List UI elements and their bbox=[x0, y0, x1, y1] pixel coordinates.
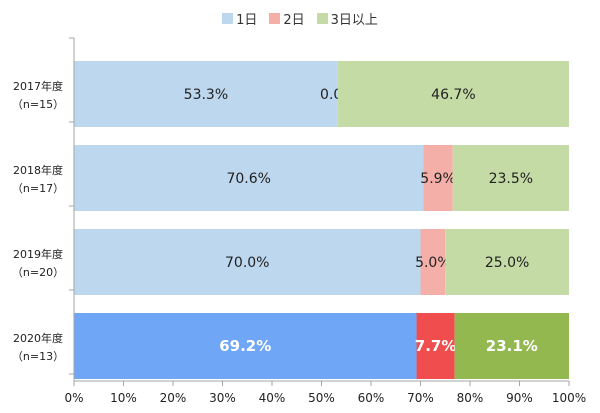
legend-item: 3日以上 bbox=[316, 9, 378, 28]
bar-segment bbox=[74, 229, 421, 295]
bar-segment bbox=[423, 145, 453, 211]
data-label: 70.0% bbox=[225, 255, 269, 271]
x-tick-label: 50% bbox=[308, 391, 335, 405]
bar-segment bbox=[452, 145, 569, 211]
data-label: 70.6% bbox=[226, 171, 270, 187]
legend-swatch bbox=[316, 13, 328, 24]
x-tick-label: 90% bbox=[506, 391, 533, 405]
category-label: （n=13） bbox=[12, 350, 64, 363]
bar-segment bbox=[416, 313, 455, 379]
x-tick-label: 100% bbox=[552, 391, 586, 405]
legend-label: 2日 bbox=[283, 13, 305, 28]
x-tick-label: 60% bbox=[358, 391, 385, 405]
category-label: 2019年度 bbox=[13, 247, 63, 261]
data-label: 23.5% bbox=[489, 171, 533, 187]
legend: 1日 2日 3日以上 bbox=[0, 9, 600, 28]
bar-segment bbox=[337, 61, 569, 127]
legend-item: 2日 bbox=[269, 9, 305, 28]
legend-label: 1日 bbox=[236, 13, 258, 28]
category-label: （n=15） bbox=[12, 98, 64, 111]
x-tick-label: 80% bbox=[457, 391, 484, 405]
bar-segment bbox=[74, 313, 417, 379]
data-label: 23.1% bbox=[486, 337, 538, 355]
x-tick-label: 70% bbox=[407, 391, 434, 405]
legend-item: 1日 bbox=[222, 9, 257, 28]
data-label: 69.2% bbox=[219, 337, 271, 355]
bar-segment bbox=[454, 313, 569, 379]
legend-label: 3日以上 bbox=[330, 13, 378, 28]
bar-segment bbox=[74, 61, 338, 127]
x-tick-label: 10% bbox=[110, 391, 137, 405]
category-label: 2018年度 bbox=[13, 163, 63, 177]
category-label: （n=17） bbox=[12, 182, 64, 195]
data-label: 5.9% bbox=[420, 171, 456, 187]
bar-segment bbox=[74, 145, 424, 211]
x-tick-label: 30% bbox=[209, 391, 236, 405]
data-label: 46.7% bbox=[431, 87, 475, 103]
data-label: 7.7% bbox=[415, 337, 457, 355]
x-tick-label: 40% bbox=[259, 391, 286, 405]
data-label: 25.0% bbox=[485, 255, 529, 271]
category-label: 2020年度 bbox=[13, 331, 63, 345]
data-label: 5.0% bbox=[415, 255, 451, 271]
x-tick-label: 0% bbox=[64, 391, 83, 405]
category-label: （n=20） bbox=[12, 266, 64, 279]
legend-swatch bbox=[269, 13, 281, 24]
data-label: 53.3% bbox=[184, 87, 228, 103]
bar-segment bbox=[445, 229, 569, 295]
legend-swatch bbox=[222, 13, 234, 24]
category-label: 2017年度 bbox=[13, 79, 63, 93]
x-tick-label: 20% bbox=[160, 391, 187, 405]
bar-segment bbox=[420, 229, 446, 295]
